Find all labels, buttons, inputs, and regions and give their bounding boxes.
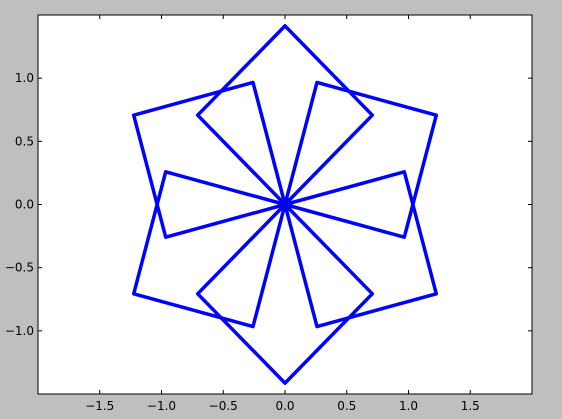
y-tick-label: 1.0 [15, 71, 34, 85]
y-tick-label: −1.0 [5, 324, 34, 338]
tick-layer [38, 15, 532, 394]
series-line-6 [131, 80, 287, 239]
y-tick-label: 0.5 [15, 134, 34, 148]
x-tick-label: 0.5 [337, 399, 356, 413]
series-line-5 [131, 170, 287, 329]
series-line-2 [283, 80, 439, 239]
x-tick-label: 1.0 [399, 399, 418, 413]
y-tick-label: −0.5 [5, 261, 34, 275]
series-line-1 [195, 24, 375, 207]
series-line-4 [195, 202, 375, 385]
x-tick-label: −0.5 [209, 399, 238, 413]
x-tick-label: 1.5 [461, 399, 480, 413]
x-tick-label: −1.0 [147, 399, 176, 413]
y-tick-label: 0.0 [15, 198, 34, 212]
plot-frame [37, 14, 533, 395]
tick-label-layer: −1.5 −1.0 −0.5 0.0 0.5 1.0 1.5 1.0 0.5 0.0 −0.5 −1.… [5, 71, 480, 413]
series-layer [131, 24, 439, 385]
x-tick-label: −1.5 [85, 399, 114, 413]
x-tick-label: 0.0 [275, 399, 294, 413]
series-line-3 [283, 170, 439, 329]
